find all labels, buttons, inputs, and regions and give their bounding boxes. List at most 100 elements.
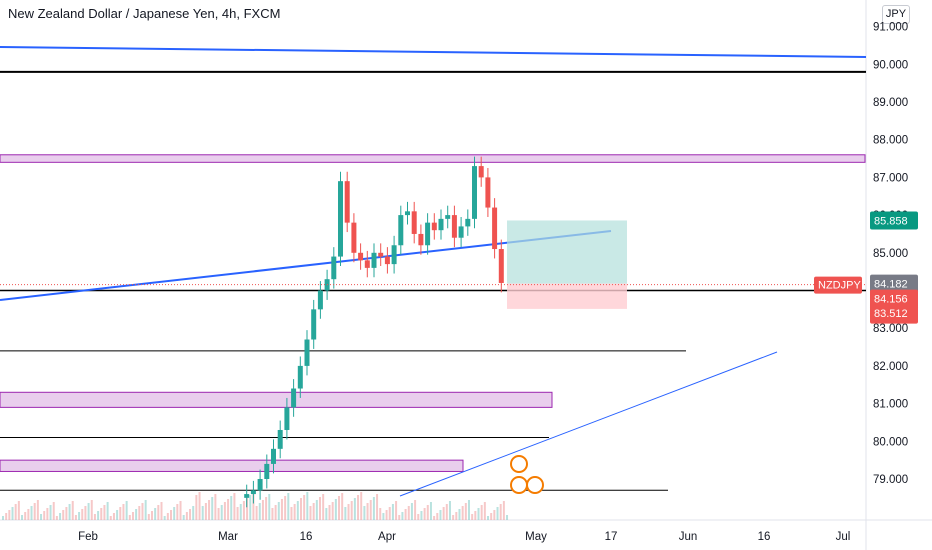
volume-bar [322,494,325,520]
volume-bar [52,502,55,520]
volume-bar [363,506,366,520]
volume-bar [436,513,439,520]
volume-bar [131,512,134,520]
volume-bar [471,514,474,520]
volume-bar [414,500,417,520]
volume-bar [147,514,150,520]
candle-body [418,233,424,246]
volume-bar [309,506,312,520]
candle-body [351,222,357,253]
volume-bar [271,508,274,520]
volume-bar [198,492,201,520]
time-axis-label: Apr [378,531,396,543]
volume-bar [261,500,264,520]
volume-bar [344,507,347,520]
volume-bar [195,495,198,520]
candle-body [358,252,364,261]
volume-bar [265,497,268,520]
volume-bar [452,515,455,520]
volume-bar [410,503,413,520]
volume-bar [404,509,407,520]
event-flag-icon [510,455,528,473]
price-axis-label: 90.000 [873,59,908,71]
volume-bar [376,494,379,520]
volume-bar [122,504,125,520]
volume-bar [284,496,287,520]
volume-bar [182,515,185,520]
volume-bar [360,492,363,520]
stop-zone [507,283,627,309]
volume-bar [464,503,467,520]
zone-rectangle [0,154,866,163]
volume-bar [287,493,290,520]
volume-bar [201,506,204,520]
currency-button[interactable]: JPY [882,5,910,24]
volume-bar [455,512,458,520]
target-price-tag: 85.858 [874,215,908,227]
volume-bar [233,493,236,520]
volume-bar [62,510,65,520]
volume-bar [445,504,448,520]
volume-bar [185,512,188,520]
volume-bar [426,505,429,520]
volume-bar [176,504,179,520]
volume-bar [379,508,382,520]
time-axis-label: Feb [78,531,98,543]
candle-body [250,490,256,495]
volume-bar [258,503,261,520]
volume-bar [55,516,58,520]
candle-body [271,448,276,464]
volume-bar [5,513,8,520]
volume-bar [24,512,27,520]
volume-bar [303,495,306,520]
volume-bar [204,503,207,520]
volume-bar [439,510,442,520]
candle-body [284,407,290,430]
volume-bar [150,511,153,520]
volume-bar [74,515,77,520]
price-axis-label: 88.000 [873,135,908,147]
volume-bar [65,507,68,520]
volume-bar [93,514,96,520]
time-axis-label: Jul [836,531,851,543]
volume-bar [296,501,299,520]
volume-bar [474,511,477,520]
volume-bar [382,513,385,520]
volume-bar [398,515,401,520]
candle-body [264,463,270,479]
price-axis-label: 83.000 [873,323,908,335]
candle-body [317,290,323,310]
volume-bar [372,497,375,520]
volume-bar [429,502,432,520]
volume-bar [8,510,11,520]
last-price-tag: 84.156 [874,294,908,306]
candle-body [405,211,410,216]
volume-bar [423,508,426,520]
volume-bar [71,501,74,520]
volume-bar [252,492,255,520]
volume-bar [166,513,169,520]
volume-bar [312,503,315,520]
candle-body [451,215,457,238]
candle-body [338,181,343,257]
zone-rectangle [0,459,464,472]
volume-bar [487,516,490,520]
event-marker-icon [526,476,544,494]
volume-bar [119,507,122,520]
volume-bar [407,506,410,520]
volume-bar [350,501,353,520]
volume-bar [189,509,192,520]
volume-bar [170,510,173,520]
volume-bar [334,499,337,520]
volume-bar [458,509,461,520]
volume-bar [401,512,404,520]
volume-bar [106,502,109,520]
entry-price-tag-bg [870,274,918,293]
volume-bar [236,507,239,520]
volume-bar [299,498,302,520]
volume-bar [502,501,505,520]
volume-bar [154,508,157,520]
volume-bar [208,500,211,520]
volume-bar [223,502,226,520]
